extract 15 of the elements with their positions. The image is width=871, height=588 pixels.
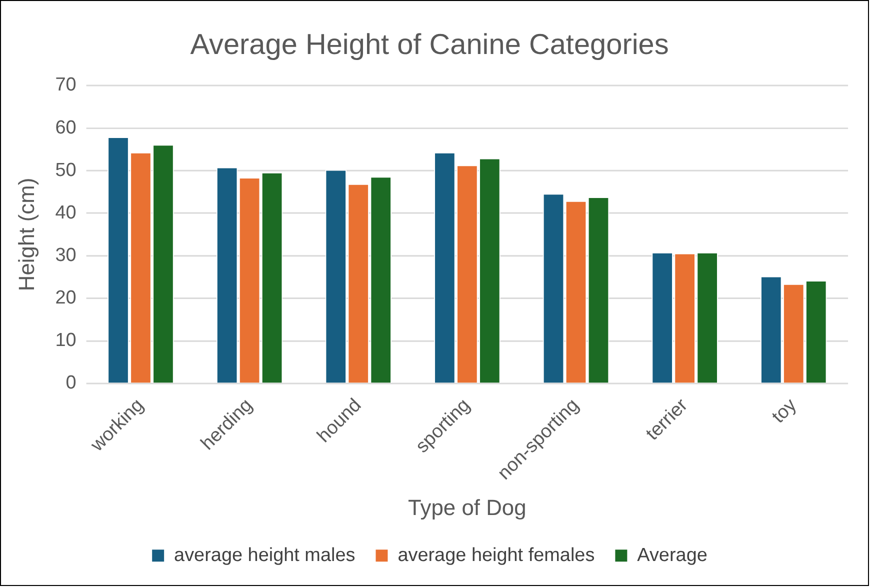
- legend-label: average height males: [174, 544, 356, 566]
- y-tick-label: 60: [55, 117, 76, 138]
- y-tick-label: 50: [55, 160, 76, 181]
- y-tick-label: 70: [55, 74, 76, 96]
- legend-label: average height females: [398, 544, 595, 566]
- x-axis-title: Type of Dog: [408, 495, 526, 520]
- y-axis-title: Height (cm): [14, 178, 40, 292]
- chart-title: Average Height of Canine Categories: [190, 29, 669, 62]
- legend-label: Average: [637, 544, 708, 566]
- y-tick-label: 10: [55, 330, 76, 352]
- x-tick-label: toy: [768, 394, 802, 428]
- y-tick-label: 0: [66, 372, 76, 394]
- y-tick-label: 40: [55, 202, 76, 224]
- y-tick-label: 20: [55, 288, 76, 309]
- y-tick-label: 30: [55, 245, 76, 266]
